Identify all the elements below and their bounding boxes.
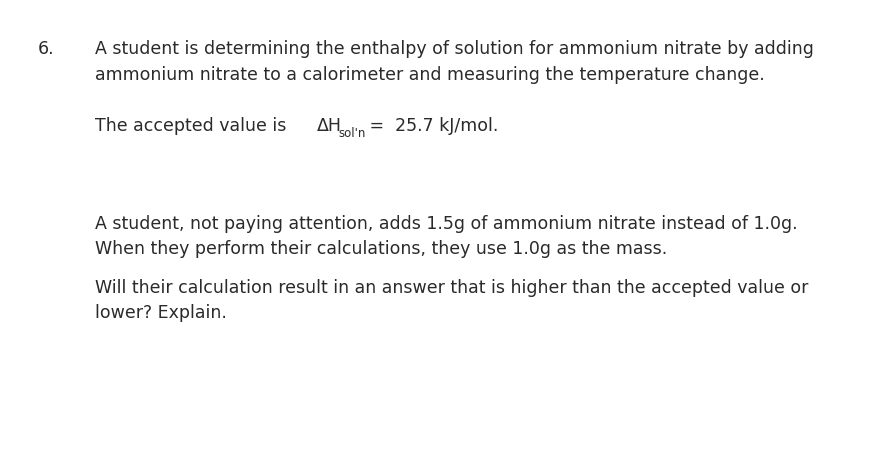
Text: When they perform their calculations, they use 1.0g as the mass.: When they perform their calculations, th…: [95, 241, 667, 259]
Text: A student, not paying attention, adds 1.5g of ammonium nitrate instead of 1.0g.: A student, not paying attention, adds 1.…: [95, 215, 797, 233]
Text: ammonium nitrate to a calorimeter and measuring the temperature change.: ammonium nitrate to a calorimeter and me…: [95, 65, 765, 84]
Text: The accepted value is: The accepted value is: [95, 117, 287, 135]
Text: lower? Explain.: lower? Explain.: [95, 304, 227, 323]
Text: A student is determining the enthalpy of solution for ammonium nitrate by adding: A student is determining the enthalpy of…: [95, 40, 814, 58]
Text: 6.: 6.: [38, 40, 54, 58]
Text: ΔH: ΔH: [317, 117, 342, 135]
Text: Will their calculation result in an answer that is higher than the accepted valu: Will their calculation result in an answ…: [95, 279, 809, 297]
Text: sol'n: sol'n: [338, 127, 366, 140]
Text: =  25.7 kJ/mol.: = 25.7 kJ/mol.: [364, 117, 498, 135]
